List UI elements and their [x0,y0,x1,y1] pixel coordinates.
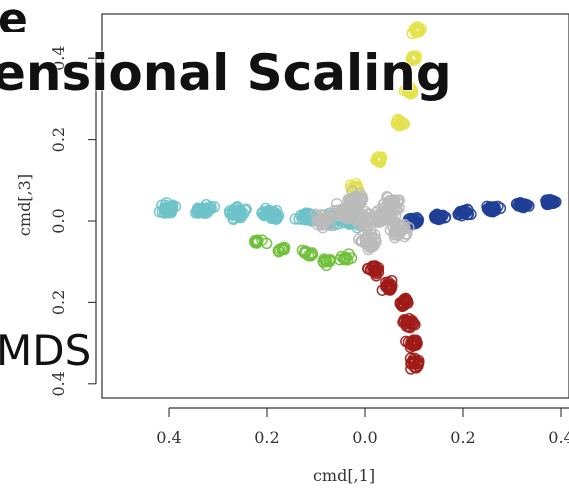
data-point [368,262,381,274]
x-tick-label: 0.0 [352,428,377,447]
slide-title-line-1: e [0,0,28,32]
x-tick-label: 0.2 [450,428,475,447]
data-point [360,234,372,246]
data-point [306,247,318,259]
data-point [240,203,252,215]
data-point [405,215,417,227]
data-point [410,53,422,65]
x-axis-label: cmd[,1] [313,466,375,485]
data-point [521,199,533,211]
y-tick-label: 0.4 [49,45,68,70]
data-point [249,236,261,249]
slide-subtitle: MDS [0,330,94,372]
data-point [391,223,404,236]
data-point [486,202,499,215]
data-point [406,84,418,97]
y-tick-label: 0.4 [49,371,68,396]
data-point [270,213,283,225]
plot-frame [101,13,569,399]
data-point [374,154,387,166]
data-point [404,341,417,354]
data-point [232,210,245,222]
y-tick-label: 0.2 [49,290,68,315]
slide-title: e ensional Scaling [0,0,452,98]
data-point [383,197,395,210]
data-point [230,207,243,220]
data-point [411,21,423,33]
data-point [205,200,217,213]
data-point [320,259,333,272]
data-point [462,204,474,217]
data-point [395,116,407,129]
data-point [392,119,405,132]
data-point [356,194,368,206]
data-point [365,232,378,244]
series-5 [249,234,358,272]
data-point [362,229,374,241]
data-point [194,204,207,216]
data-point [398,84,411,97]
data-point [274,243,286,256]
data-point [358,211,371,223]
data-point [455,206,467,218]
data-point [396,300,408,313]
data-point [402,297,414,309]
series-1 [153,197,374,234]
slide-title-line-2: ensional Scaling [0,44,452,102]
data-point [410,362,423,374]
data-point [251,234,263,247]
data-point [339,253,351,265]
data-point [369,229,381,241]
data-point [411,212,423,224]
data-point [350,194,362,207]
data-point [224,207,237,219]
data-point [298,247,311,259]
data-point [400,314,413,327]
data-point [405,53,418,65]
x-tick-label: 0.4 [548,428,569,447]
data-point [436,210,449,222]
data-point [514,197,527,209]
data-point [318,253,330,265]
series-4 [344,21,427,196]
data-point [412,213,425,226]
data-point [159,204,171,217]
y-axis-label: cmd[,3] [15,174,34,236]
data-point [431,211,443,223]
data-point [319,216,331,229]
data-point [373,155,385,168]
series-2 [402,193,562,231]
series-6 [309,185,415,256]
y-tick-label: 0.2 [49,127,68,152]
y-tick-label: 0.0 [49,208,68,233]
series-3 [362,260,425,375]
data-point [389,201,401,213]
data-point [403,87,416,99]
data-point [516,199,529,211]
data-point [166,199,179,211]
data-point [268,210,280,223]
x-tick-label: 0.4 [156,428,181,447]
x-tick-label: 0.2 [254,428,279,447]
data-point [384,284,396,296]
data-point [370,267,383,280]
data-point [411,215,423,228]
data-point [545,195,557,208]
data-point [546,196,559,209]
data-point [484,203,497,216]
